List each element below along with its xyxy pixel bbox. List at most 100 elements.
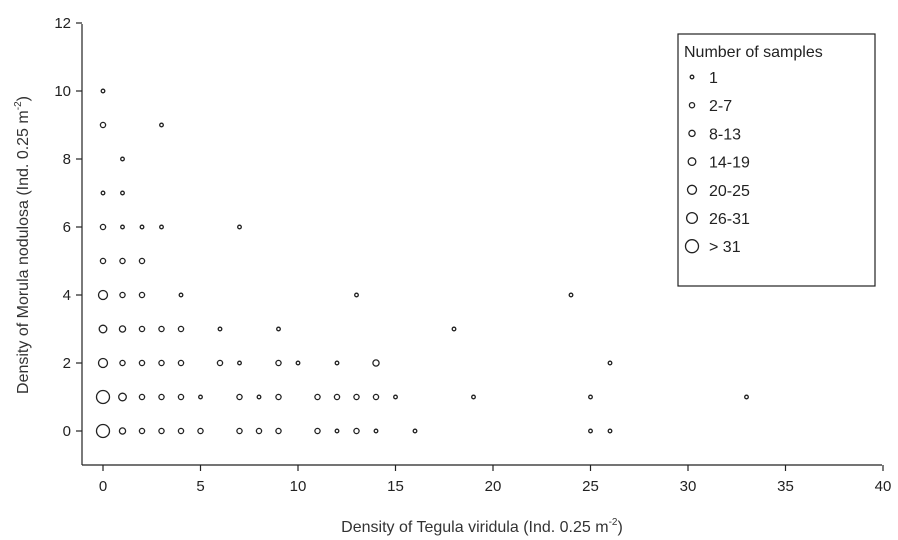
data-points — [95, 88, 749, 439]
data-point — [120, 156, 125, 162]
data-point — [275, 393, 282, 401]
data-point — [158, 427, 165, 435]
legend-marker — [684, 239, 700, 254]
data-point — [236, 393, 243, 401]
data-point — [353, 393, 360, 401]
data-point — [118, 392, 127, 402]
data-point — [95, 423, 111, 439]
data-point — [100, 88, 106, 94]
data-point — [354, 292, 359, 298]
data-point — [237, 224, 242, 230]
data-point — [255, 427, 263, 435]
data-point — [97, 289, 109, 301]
legend-label: 14-19 — [709, 155, 750, 172]
data-point — [138, 291, 146, 299]
data-point — [216, 359, 224, 367]
data-point — [237, 360, 242, 366]
y-tick-label: 12 — [54, 15, 71, 32]
data-point — [158, 393, 165, 401]
data-point — [236, 427, 243, 435]
axes — [81, 24, 882, 466]
data-point — [178, 292, 184, 298]
data-point — [451, 326, 457, 332]
legend-marker — [689, 74, 695, 80]
data-point — [177, 393, 185, 401]
data-point — [119, 257, 126, 265]
data-point — [100, 190, 106, 196]
x-tick-label: 15 — [387, 478, 404, 495]
data-point — [177, 359, 185, 367]
data-point — [588, 394, 593, 400]
data-point — [139, 224, 145, 230]
data-point — [334, 428, 340, 434]
legend-marker — [688, 101, 696, 109]
y-tick-label: 4 — [63, 287, 71, 304]
y-tick-label: 10 — [54, 83, 71, 100]
data-point — [198, 394, 203, 400]
x-tick-label: 5 — [196, 478, 204, 495]
data-point — [118, 427, 127, 435]
legend-marker — [686, 184, 698, 195]
x-tick-label: 30 — [680, 478, 697, 495]
data-point — [607, 360, 613, 366]
data-point — [120, 190, 125, 196]
y-axis-title: Density of Morula nodulosa (Ind. 0.25 m-… — [13, 96, 32, 394]
data-point — [158, 325, 165, 333]
legend-label: 2-7 — [709, 98, 732, 115]
data-point — [607, 428, 613, 434]
data-point — [568, 292, 574, 298]
data-point — [412, 428, 418, 434]
y-ticks: 0 2 4 6 8 10 12 — [54, 15, 82, 440]
data-point — [373, 428, 379, 434]
data-point — [119, 359, 126, 367]
legend-marker — [688, 129, 696, 138]
legend-label: 1 — [709, 70, 718, 87]
x-tick-label: 25 — [582, 478, 599, 495]
data-point — [159, 122, 164, 128]
data-point — [275, 427, 282, 435]
data-point — [98, 324, 108, 334]
legend-box — [677, 33, 876, 287]
legend-label: 26-31 — [709, 211, 750, 228]
data-point — [314, 393, 321, 401]
x-tick-label: 40 — [875, 478, 892, 495]
data-point — [159, 224, 164, 230]
data-point — [275, 359, 282, 367]
data-point — [138, 359, 146, 367]
data-point — [588, 428, 593, 434]
data-point — [276, 326, 281, 332]
data-point — [353, 427, 360, 435]
data-point — [744, 394, 749, 400]
data-point — [314, 427, 321, 435]
x-axis-title: Density of Tegula viridula (Ind. 0.25 m-… — [341, 517, 623, 536]
x-tick-label: 35 — [777, 478, 794, 495]
legend-marker — [687, 157, 697, 167]
x-tick-label: 0 — [99, 478, 107, 495]
data-point — [295, 360, 301, 366]
data-point — [99, 257, 107, 265]
legend-label: 8-13 — [709, 126, 741, 143]
data-point — [97, 357, 109, 369]
data-point — [138, 393, 146, 401]
legend-marker — [685, 211, 699, 225]
y-tick-label: 0 — [63, 423, 71, 440]
data-point — [99, 223, 107, 231]
x-tick-label: 10 — [290, 478, 307, 495]
data-point — [372, 393, 380, 401]
data-point — [120, 224, 125, 230]
data-point — [177, 427, 185, 435]
data-point — [177, 325, 185, 333]
data-point — [471, 394, 476, 400]
data-point — [138, 427, 146, 435]
data-point — [95, 389, 111, 405]
data-point — [334, 360, 340, 366]
data-point — [197, 427, 204, 435]
y-tick-label: 8 — [63, 151, 71, 168]
data-point — [119, 291, 126, 299]
data-point — [393, 394, 398, 400]
legend-items: 1 2-7 8-13 14-19 20-25 26-31 > 31 — [684, 70, 750, 256]
y-tick-label: 6 — [63, 219, 71, 236]
legend: Number of samples 1 2-7 8-13 14-19 20-25 26-3… — [677, 33, 876, 287]
data-point — [99, 121, 107, 129]
legend-label: 20-25 — [709, 183, 750, 200]
